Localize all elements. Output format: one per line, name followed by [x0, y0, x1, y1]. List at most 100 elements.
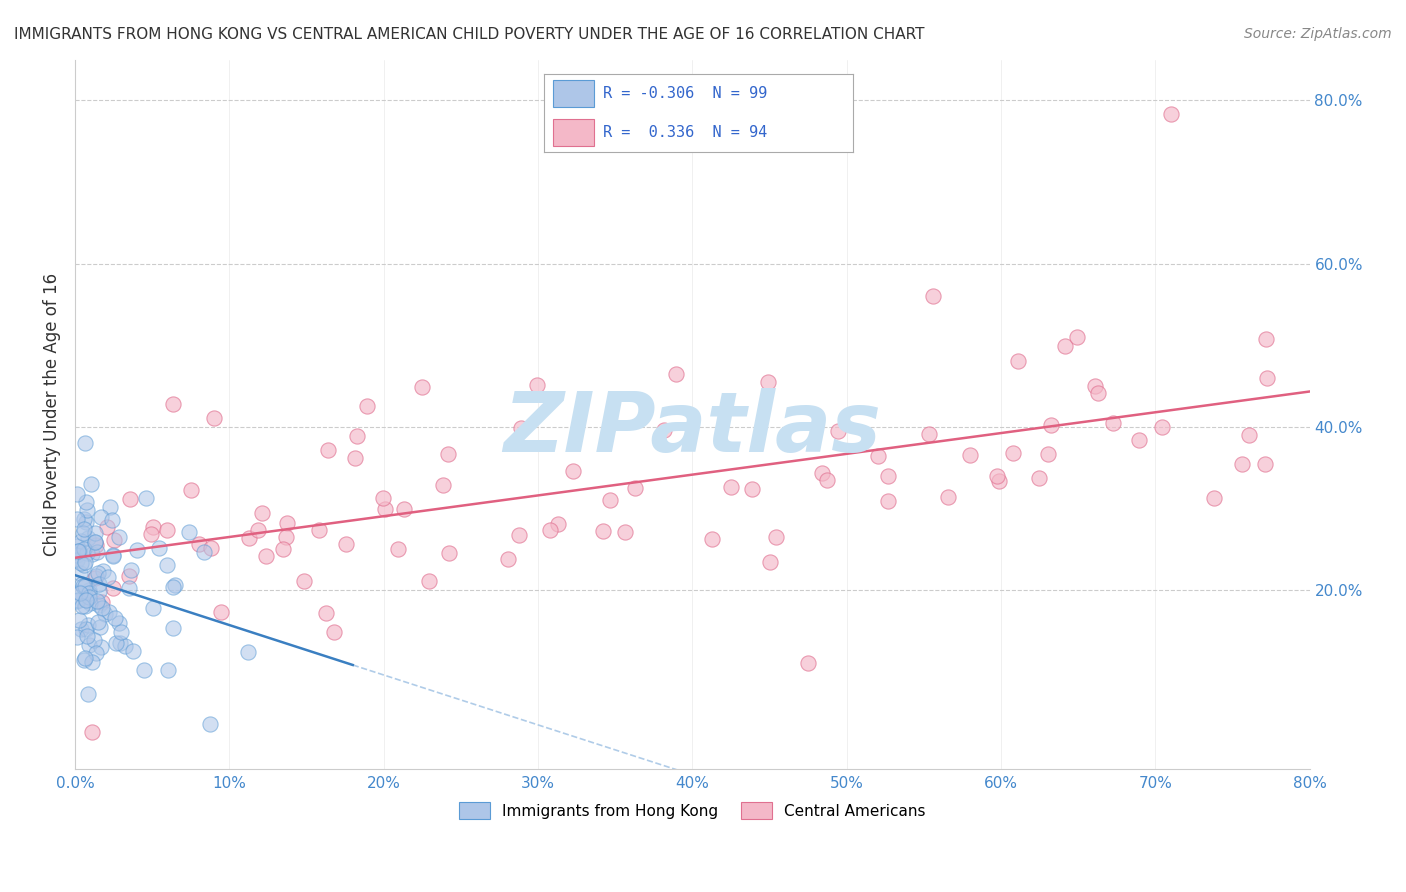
Point — [1087, 386, 1109, 401]
Point — [180, 483, 202, 497]
Point — [121, 643, 143, 657]
Point — [110, 625, 132, 640]
Point — [118, 581, 141, 595]
Point — [73, 523, 96, 537]
Point — [276, 516, 298, 530]
Point — [162, 397, 184, 411]
Point — [702, 532, 724, 546]
Point — [87, 598, 110, 612]
Point — [100, 513, 122, 527]
Point — [162, 621, 184, 635]
Point — [271, 541, 294, 556]
Point — [344, 450, 367, 465]
Point — [87, 566, 110, 580]
Point — [66, 511, 89, 525]
Point — [76, 687, 98, 701]
Point — [547, 517, 569, 532]
Point — [65, 594, 87, 608]
Point — [1160, 107, 1182, 121]
Point — [73, 650, 96, 665]
Point — [811, 466, 834, 480]
Point — [437, 546, 460, 560]
Point — [79, 638, 101, 652]
Point — [84, 571, 107, 585]
Point — [65, 549, 87, 563]
Point — [86, 594, 108, 608]
Point — [125, 542, 148, 557]
Point — [101, 581, 124, 595]
Point — [73, 436, 96, 450]
Point — [959, 448, 981, 462]
Point — [80, 548, 103, 562]
Point — [103, 549, 125, 563]
Point — [142, 520, 165, 534]
Point — [156, 524, 179, 538]
Point — [599, 493, 621, 508]
Point — [90, 640, 112, 655]
Point — [91, 564, 114, 578]
Point — [72, 653, 94, 667]
Point — [80, 656, 103, 670]
Point — [69, 566, 91, 580]
Point — [96, 519, 118, 533]
Point — [508, 528, 530, 542]
Point — [139, 526, 162, 541]
Point — [163, 577, 186, 591]
Point — [97, 606, 120, 620]
Point — [877, 469, 900, 483]
Point — [392, 501, 415, 516]
Point — [918, 426, 941, 441]
Point — [108, 529, 131, 543]
Point — [720, 480, 742, 494]
Point — [374, 502, 396, 516]
Point — [1237, 428, 1260, 442]
Point — [373, 491, 395, 506]
Point — [75, 599, 97, 614]
Point — [70, 534, 93, 549]
Point — [356, 399, 378, 413]
Point — [592, 524, 614, 539]
Point — [418, 574, 440, 588]
Point — [114, 639, 136, 653]
Point — [1102, 416, 1125, 430]
Point — [1256, 371, 1278, 385]
Point — [77, 586, 100, 600]
Point — [562, 464, 585, 478]
Point — [188, 537, 211, 551]
Point — [868, 450, 890, 464]
Point — [665, 367, 688, 381]
Point — [624, 481, 647, 495]
Point — [75, 494, 97, 508]
Point — [1084, 379, 1107, 393]
Point — [1204, 491, 1226, 505]
Point — [765, 530, 787, 544]
Point — [94, 607, 117, 622]
Point — [250, 506, 273, 520]
Point — [613, 525, 636, 540]
Point — [437, 446, 460, 460]
Point — [69, 584, 91, 599]
Point — [758, 376, 780, 390]
Point — [73, 512, 96, 526]
Point — [759, 555, 782, 569]
Point — [77, 531, 100, 545]
Point — [84, 569, 107, 583]
Point — [87, 615, 110, 630]
Point — [69, 586, 91, 600]
Point — [142, 600, 165, 615]
Point — [69, 622, 91, 636]
Point — [236, 645, 259, 659]
Point — [98, 500, 121, 514]
Point — [91, 601, 114, 615]
Point — [254, 549, 277, 563]
Point — [86, 538, 108, 552]
Point — [73, 541, 96, 556]
Point — [741, 483, 763, 497]
Point — [432, 478, 454, 492]
Point — [79, 596, 101, 610]
Point — [76, 503, 98, 517]
Point — [84, 535, 107, 549]
Point — [65, 487, 87, 501]
Point — [75, 592, 97, 607]
Point — [101, 549, 124, 564]
